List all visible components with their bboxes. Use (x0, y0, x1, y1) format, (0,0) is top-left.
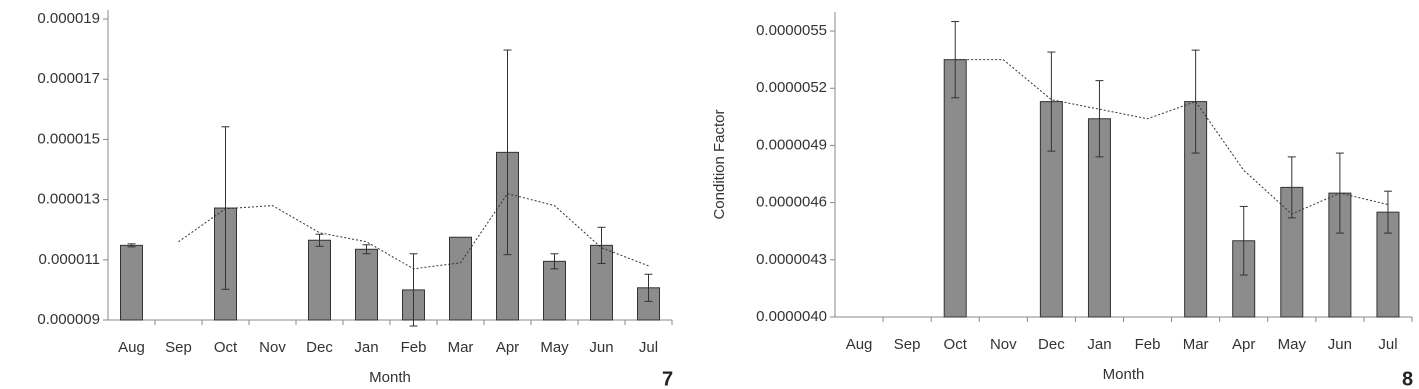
x-axis-title: Month (1103, 366, 1145, 383)
bar (308, 239, 331, 321)
bar (449, 236, 472, 321)
y-axis-title: Condition Factor (711, 109, 728, 219)
y-tick-label: 0.0000046 (756, 194, 827, 211)
y-tick-label: 0.000015 (37, 130, 100, 147)
trend-line (178, 193, 649, 270)
error-bar (1095, 80, 1104, 158)
x-tick-label: Dec (1038, 336, 1065, 353)
x-tick-label: Oct (214, 339, 238, 356)
error-bar (644, 273, 653, 302)
y-tick-label: 0.0000043 (756, 251, 827, 268)
error-bar (315, 233, 324, 247)
y-tick-label: 0.000019 (37, 10, 100, 27)
x-tick-label: Sep (165, 339, 192, 356)
x-tick-label: Jun (1328, 336, 1352, 353)
x-tick-label: Mar (448, 339, 474, 356)
figure-label: 7 (662, 368, 673, 389)
bar (355, 248, 378, 321)
error-bar (503, 49, 512, 256)
error-bar (597, 226, 606, 264)
error-bar (409, 253, 418, 327)
x-tick-label: May (1278, 336, 1307, 353)
error-bar (550, 253, 559, 270)
x-tick-label: Nov (259, 339, 286, 356)
y-tick-label: 0.0000040 (756, 308, 827, 325)
x-tick-label: Jul (1378, 336, 1397, 353)
x-tick-label: Apr (496, 339, 519, 356)
x-tick-label: Nov (990, 336, 1017, 353)
x-axis-title: Month (369, 369, 411, 386)
figure-label: 8 (1402, 368, 1413, 389)
x-tick-label: Feb (1135, 336, 1161, 353)
x-tick-label: Jan (354, 339, 378, 356)
y-tick-label: 0.000009 (37, 311, 100, 328)
bar (543, 260, 566, 321)
y-tick-label: 0.0000055 (756, 22, 827, 39)
y-tick-label: 0.0000049 (756, 136, 827, 153)
y-tick-label: 0.000013 (37, 191, 100, 208)
x-tick-label: Aug (846, 336, 873, 353)
y-tick-label: 0.000017 (37, 70, 100, 87)
error-bar (1287, 156, 1296, 219)
x-tick-label: Oct (944, 336, 968, 353)
error-bar (127, 243, 136, 248)
error-bar (362, 244, 371, 255)
error-bar (1047, 51, 1056, 152)
x-tick-label: Jun (589, 339, 613, 356)
error-bar (1383, 190, 1392, 234)
error-bar (1239, 205, 1248, 276)
y-tick-label: 0.0000052 (756, 79, 827, 96)
x-tick-label: Sep (894, 336, 921, 353)
x-tick-label: May (540, 339, 569, 356)
error-bar (1191, 49, 1200, 154)
y-tick-label: 0.000011 (39, 251, 100, 268)
x-tick-label: Apr (1232, 336, 1255, 353)
x-tick-label: Jul (639, 339, 658, 356)
trend-line (955, 59, 1389, 215)
x-tick-label: Mar (1183, 336, 1209, 353)
x-tick-label: Aug (118, 339, 145, 356)
bar (120, 244, 143, 321)
error-bar (221, 126, 230, 290)
x-tick-label: Jan (1087, 336, 1111, 353)
x-tick-label: Dec (306, 339, 333, 356)
x-tick-label: Feb (401, 339, 427, 356)
